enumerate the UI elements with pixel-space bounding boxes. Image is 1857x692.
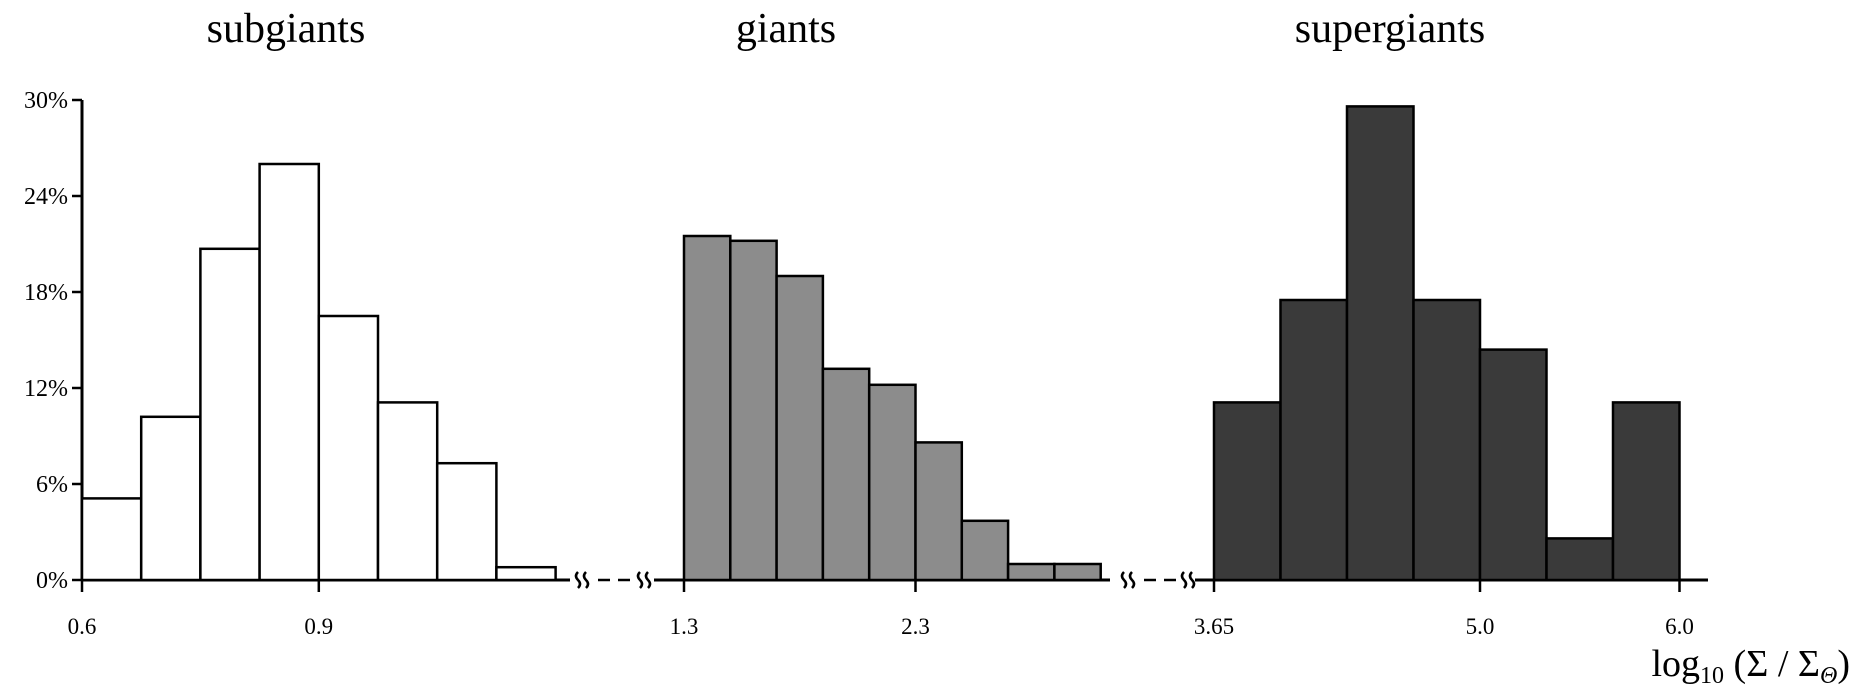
histogram-bar bbox=[1478, 348, 1548, 582]
histogram-bar bbox=[867, 383, 917, 582]
panel-title-subgiants: subgiants bbox=[207, 6, 366, 52]
histogram-bar bbox=[1545, 537, 1615, 582]
histogram-bar bbox=[914, 441, 964, 582]
histogram-bar bbox=[80, 497, 143, 582]
histogram-bar bbox=[1412, 298, 1482, 582]
x-tick-label: 5.0 bbox=[1466, 614, 1495, 639]
histogram-bar bbox=[435, 461, 498, 582]
histogram-bar bbox=[139, 415, 202, 582]
x-tick-label: 2.3 bbox=[901, 614, 930, 639]
y-tick-label: 30% bbox=[24, 88, 68, 114]
histogram-bar bbox=[1279, 298, 1349, 582]
axis-break-1 bbox=[574, 571, 652, 589]
y-tick-label: 12% bbox=[24, 376, 68, 402]
x-tick-label: 6.0 bbox=[1665, 614, 1694, 639]
x-tick-label: 0.9 bbox=[304, 614, 333, 639]
histogram-bar bbox=[495, 565, 557, 582]
x-tick-label: 1.3 bbox=[670, 614, 699, 639]
y-tick-label: 0% bbox=[36, 568, 68, 594]
histogram-bar bbox=[1006, 562, 1056, 582]
y-axis-ticks: 0% 6% 12% 18% 24% 30% bbox=[24, 88, 82, 594]
histogram-bars bbox=[80, 105, 1681, 582]
histogram-bar bbox=[1212, 401, 1282, 582]
x-tick-label: 0.6 bbox=[68, 614, 97, 639]
histogram-bar bbox=[960, 519, 1010, 582]
histogram-bar bbox=[1053, 562, 1102, 582]
histogram-bar bbox=[729, 239, 778, 582]
panel-title-supergiants: supergiants bbox=[1295, 6, 1486, 52]
x-tick-label: 3.65 bbox=[1194, 614, 1234, 639]
panel-title-giants: giants bbox=[736, 6, 836, 52]
x-axis-label: log10 (Σ / ΣΘ) bbox=[1651, 643, 1850, 689]
y-tick-label: 24% bbox=[24, 184, 68, 210]
histogram-bar bbox=[1611, 401, 1681, 582]
histogram-bar bbox=[775, 274, 825, 582]
histogram-bar bbox=[258, 162, 321, 582]
y-tick-label: 18% bbox=[24, 280, 68, 306]
histogram-bar bbox=[1345, 105, 1415, 582]
axis-break-2 bbox=[1120, 571, 1196, 589]
histogram-bar bbox=[317, 314, 380, 582]
histogram-bar bbox=[821, 367, 871, 582]
x-axis-ticks: 0.6 0.9 1.3 2.3 3.65 5.0 6.0 bbox=[68, 580, 1694, 639]
y-tick-label: 6% bbox=[36, 472, 68, 498]
histogram-bar bbox=[682, 234, 732, 582]
histogram-bar bbox=[376, 401, 439, 582]
histogram-bar bbox=[199, 247, 261, 582]
